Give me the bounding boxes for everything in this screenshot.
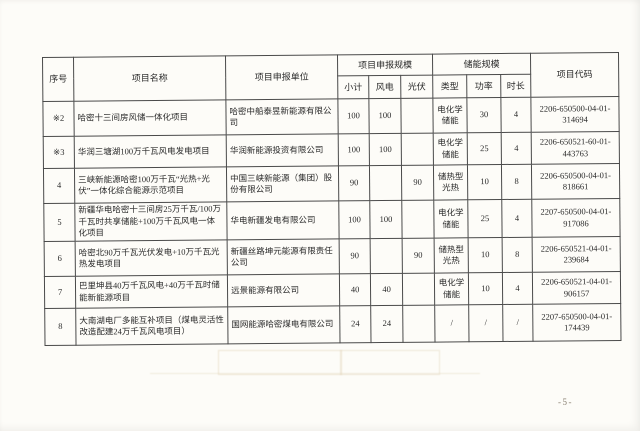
cell-index: 6 — [44, 241, 76, 277]
table-row: ※3 华润三塘湖100万千瓦风电发电项目 华润新能源投资有限公司 100 100 电化学储… — [43, 131, 620, 169]
cell-duration: / — [502, 304, 533, 342]
cell-subtotal: 100 — [338, 200, 371, 239]
cell-type: 储热型光热 — [434, 237, 469, 274]
cell-type: 电化学储能 — [433, 132, 468, 166]
cell-subtotal: 90 — [339, 238, 371, 274]
cell-code: 2206-650521-04-01-239684 — [532, 236, 621, 273]
cell-type: 电化学储能 — [432, 97, 468, 134]
cell-index: 5 — [43, 203, 76, 242]
cell-code: 2206-650521-04-01-906157 — [532, 271, 621, 305]
cell-wind: 100 — [368, 98, 402, 134]
cell-power: 30 — [466, 97, 502, 133]
cell-code: 2206-650500-04-01-314694 — [530, 96, 620, 133]
cell-duration: 8 — [501, 164, 532, 200]
page-number: -5- — [558, 397, 573, 407]
cell-pv: 90 — [402, 238, 435, 274]
cell-power: 25 — [467, 199, 503, 238]
cell-applicant: 远景能源有限公司 — [227, 273, 340, 307]
cell-applicant: 哈密中船泰昱新能源有限公司 — [225, 98, 339, 135]
cell-pv — [402, 305, 436, 343]
header-pv: 光伏 — [400, 75, 433, 99]
cell-code: 2206-650500-04-01-818661 — [531, 163, 620, 200]
cell-subtotal: 100 — [337, 98, 370, 134]
cell-name: 巴里坤县40万千瓦风电+40万千瓦时储能新能源项目 — [75, 274, 228, 309]
cell-wind — [369, 165, 402, 201]
cell-applicant: 华润新能源投资有限公司 — [226, 133, 339, 167]
cell-applicant: 国网能源哈密煤电有限公司 — [227, 305, 341, 344]
cell-wind: 100 — [369, 133, 402, 166]
cell-power: / — [468, 304, 504, 342]
cell-wind: 40 — [370, 273, 403, 306]
cell-pv — [400, 98, 434, 134]
table-row: 5 新疆华电哈密十三间房25万千瓦/100万千瓦时共享储能+100万千瓦风电一体化… — [43, 198, 621, 242]
header-applicant: 项目申报单位 — [225, 54, 338, 100]
cell-pv — [402, 273, 435, 306]
cell-name: 哈密十三间房风储一体化项目 — [73, 99, 227, 137]
cell-subtotal: 100 — [338, 133, 370, 166]
header-row-groups: 序号 项目名称 项目申报单位 项目申报规模 储能规模 项目代码 — [42, 52, 619, 102]
header-storage-power: 功率 — [466, 74, 501, 98]
cell-power: 25 — [467, 132, 502, 165]
header-subtotal: 小计 — [337, 75, 369, 99]
cell-duration: 4 — [502, 272, 533, 305]
cell-subtotal: 40 — [339, 273, 371, 306]
header-storage-group: 储能规模 — [432, 53, 531, 76]
header-project-code: 项目代码 — [530, 52, 619, 98]
cell-type: 电化学储能 — [434, 272, 469, 306]
cell-subtotal: 24 — [339, 305, 372, 343]
table-row: 6 哈密北90万千瓦光伏发电+10万千瓦光热发电项目 新疆丝路坤元能源有限责任公司 9… — [44, 236, 621, 277]
cell-pv — [401, 200, 435, 239]
cell-wind: 24 — [370, 305, 404, 343]
cell-duration: 8 — [502, 237, 533, 273]
header-project-name: 项目名称 — [73, 55, 226, 102]
cell-wind: 100 — [369, 200, 403, 239]
table-body: ※2 哈密十三间房风储一体化项目 哈密中船泰昱新能源有限公司 100 100 电化学储能 3… — [42, 96, 621, 346]
cell-index: ※2 — [42, 101, 75, 137]
cell-index: 8 — [44, 308, 77, 346]
cell-name: 华润三塘湖100万千瓦风电发电项目 — [74, 134, 227, 169]
table-header: 序号 项目名称 项目申报单位 项目申报规模 储能规模 项目代码 小计 风电 光伏… — [42, 52, 619, 102]
cell-duration: 4 — [500, 97, 532, 133]
cell-duration: 4 — [501, 132, 532, 165]
cell-code: 2206-650521-60-01-443763 — [531, 131, 620, 165]
cell-applicant: 华电新疆发电有限公司 — [226, 200, 340, 240]
reverse-side-bleed-artifact — [340, 350, 440, 375]
cell-power: 10 — [468, 237, 503, 273]
cell-index: 4 — [43, 168, 75, 204]
cell-type: 电化学储能 — [433, 199, 469, 239]
header-wind: 风电 — [368, 75, 401, 99]
cell-pv — [401, 133, 434, 166]
cell-power: 10 — [467, 164, 502, 200]
header-storage-type: 类型 — [432, 74, 467, 99]
cell-applicant: 新疆丝路坤元能源有限责任公司 — [227, 238, 340, 275]
cell-name: 哈密北90万千瓦光伏发电+10万千瓦光热发电项目 — [75, 239, 228, 277]
reverse-side-bleed-artifact — [150, 373, 480, 374]
cell-name: 三峡新能源哈密100万千瓦“光热+光伏”一体化综合能源示范项目 — [74, 166, 227, 204]
table-row: 7 巴里坤县40万千瓦风电+40万千瓦时储能新能源项目 远景能源有限公司 40 40 电化… — [44, 271, 621, 309]
cell-type: / — [434, 304, 470, 343]
reverse-side-bleed-artifact — [218, 350, 342, 375]
cell-name: 大南湖电厂多能互补项目（煤电灵活性改造配建24万千瓦风电项目） — [75, 306, 229, 346]
header-storage-duration: 时长 — [500, 74, 531, 98]
cell-code: 2207-650500-04-01-174439 — [532, 303, 621, 342]
cell-type: 储热型光热 — [433, 164, 468, 201]
cell-power: 10 — [468, 272, 503, 305]
cell-subtotal: 90 — [338, 165, 370, 201]
cell-wind — [370, 238, 403, 274]
header-scale-group: 项目申报规模 — [337, 54, 433, 76]
cell-applicant: 中国三峡新能源（集团）股份有限公司 — [226, 165, 339, 202]
projects-table-wrapper: 序号 项目名称 项目申报单位 项目申报规模 储能规模 项目代码 小计 风电 光伏… — [42, 52, 621, 346]
projects-table: 序号 项目名称 项目申报单位 项目申报规模 储能规模 项目代码 小计 风电 光伏… — [42, 52, 622, 346]
cell-name: 新疆华电哈密十三间房25万千瓦/100万千瓦时共享储能+100万千瓦风电一体化项… — [74, 201, 228, 242]
cell-code: 2207-650500-04-01-917086 — [531, 198, 621, 238]
table-row: 4 三峡新能源哈密100万千瓦“光热+光伏”一体化综合能源示范项目 中国三峡新能源（… — [43, 163, 620, 204]
table-row: ※2 哈密十三间房风储一体化项目 哈密中船泰昱新能源有限公司 100 100 电化学储能 3… — [42, 96, 620, 137]
cell-index: 7 — [44, 276, 76, 309]
cell-duration: 4 — [501, 199, 533, 238]
header-index: 序号 — [42, 57, 74, 102]
cell-index: ※3 — [43, 136, 75, 169]
table-row: 8 大南湖电厂多能互补项目（煤电灵活性改造配建24万千瓦风电项目） 国网能源哈密煤电… — [44, 303, 621, 346]
cell-pv: 90 — [401, 165, 434, 201]
